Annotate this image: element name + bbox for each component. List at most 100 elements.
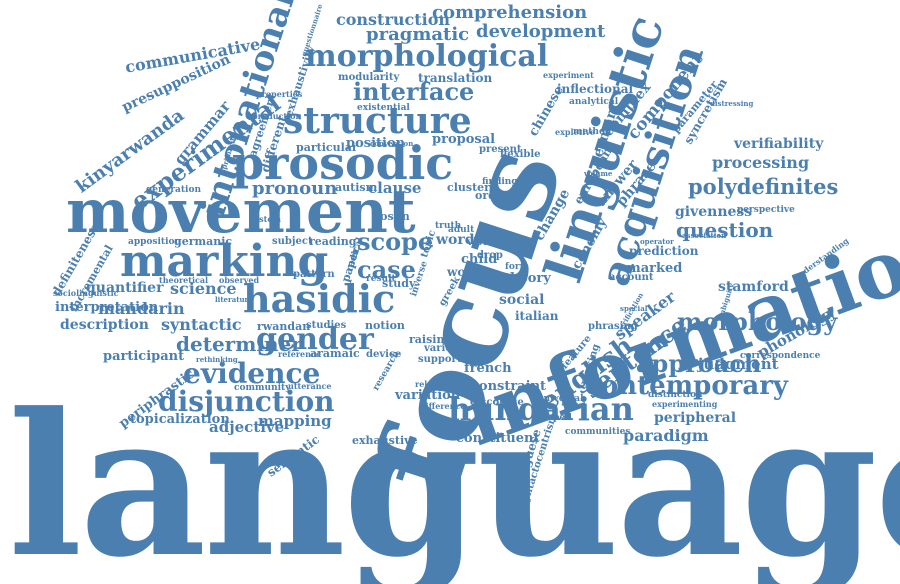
word-development: development (476, 21, 606, 42)
word-support: support (418, 354, 462, 365)
word-hungarian: hungarian (448, 390, 634, 428)
word-exhaustive: exhaustive (352, 434, 418, 447)
word-particular: particular (296, 141, 358, 154)
word-scope: scope (357, 227, 434, 256)
word-social: social (499, 292, 545, 308)
word-syntactic: syntactic (161, 315, 242, 334)
word-production: production (252, 111, 302, 121)
word-community: community (234, 383, 291, 393)
word-notion: notion (365, 319, 405, 332)
word-rethinking: rethinking (196, 355, 238, 364)
word-peripheral: peripheral (654, 410, 737, 426)
word-result: result (366, 274, 396, 284)
word-account: account (609, 272, 654, 283)
word-data: data (473, 266, 501, 279)
word-spell: spell (548, 413, 572, 423)
word-italian: italian (515, 309, 559, 323)
word-convention: convention (370, 139, 414, 148)
word-cluster: cluster (447, 181, 490, 194)
word-flexible: flexible (500, 149, 541, 160)
word-mandarin: mandarin (98, 299, 185, 318)
word-apposition: apposition (128, 237, 182, 247)
word-experimenting: experimenting (652, 399, 718, 409)
word-germanic: germanic (174, 235, 233, 248)
word-language: language (8, 371, 900, 584)
word-truth: truth (435, 221, 462, 231)
word-universal: universal (537, 394, 584, 404)
word-method: method (573, 127, 612, 137)
word-adjective: adjective (209, 418, 285, 436)
word-sociolinguistic: sociolinguistic (53, 288, 119, 298)
word-position: position (346, 136, 406, 151)
word-distressing: distressing (710, 99, 754, 108)
word-science: science (170, 279, 237, 298)
word-modularity: modularity (338, 72, 400, 83)
word-prediction: prediction (629, 244, 699, 258)
word-aramaic: aramaic (310, 347, 360, 360)
word-proposal: proposal (432, 132, 496, 147)
word-loshn: loshn (376, 210, 410, 223)
word-adult: adult (448, 225, 475, 235)
word-pattern: pattern (293, 269, 335, 280)
word-distinction: distinction (648, 390, 703, 400)
word-theoretical: theoretical (159, 275, 209, 285)
word-autism: autism (335, 181, 378, 194)
word-evidence: evidence (183, 357, 321, 390)
word-stamford: stamford (718, 279, 789, 295)
word-case: case (357, 255, 416, 284)
word-constraint: constraint (471, 379, 547, 394)
word-structure: structure (283, 100, 472, 142)
word-system: system (250, 214, 281, 224)
word-visual: visual (467, 237, 500, 248)
word-raising: raising (409, 333, 453, 346)
word-interpretation: interpretation (55, 300, 159, 315)
word-movement: movement (66, 177, 416, 247)
word-disjunction: disjunction (158, 385, 335, 418)
word-pronoun: pronoun (252, 178, 338, 199)
word-topicalization: topicalization (130, 412, 230, 427)
word-comprehension: comprehension (432, 2, 588, 23)
word-existential: existential (357, 103, 410, 113)
word-present: present (479, 144, 522, 155)
word-participant: participant (103, 349, 185, 364)
word-device: device (366, 349, 402, 360)
word-clause: clause (368, 179, 422, 197)
word-pragmatic: pragmatic (366, 24, 470, 45)
word-givenness: givenness (675, 204, 753, 220)
word-discourse: discourse (470, 397, 524, 408)
word-perspective: perspective (737, 205, 795, 215)
word-correspondence: correspondence (740, 351, 821, 361)
word-interface: interface (353, 77, 475, 106)
word-literature: literature (215, 295, 253, 304)
word-subject: subject (272, 236, 313, 247)
word-reading: reading (309, 235, 357, 248)
word-finding: finding (482, 177, 518, 187)
word-association: association (682, 231, 727, 240)
word-description: description (60, 317, 149, 333)
word-paradigm: paradigm (623, 426, 709, 445)
word-utterance: utterance (288, 381, 332, 391)
word-order: order (475, 189, 509, 202)
word-gender: gender (256, 322, 374, 357)
word-special: special (620, 304, 648, 313)
word-morphological: morphological (305, 39, 549, 74)
word-observed: observed (219, 275, 260, 285)
word-construction: construction (336, 10, 451, 29)
word-experiment: experiment (543, 70, 594, 80)
word-relevant: relevant (415, 379, 452, 389)
word-quantifier: quantifier (86, 280, 164, 296)
word-analytical: analytical (569, 97, 619, 107)
word-contemporary: contemporary (585, 371, 789, 401)
word-generation: generation (146, 185, 201, 195)
word-study: study (382, 277, 416, 290)
word-child: child (461, 252, 498, 267)
word-verifiability: verifiability (734, 136, 824, 152)
word-inflectional: inflectional (557, 82, 634, 96)
word-rwandan: rwandan (257, 320, 311, 333)
word-studies: studies (306, 320, 347, 331)
word-word: word (436, 232, 475, 248)
word-processing: processing (712, 153, 810, 172)
word-hasidic: hasidic (243, 276, 396, 321)
word-translation: translation (418, 71, 493, 85)
